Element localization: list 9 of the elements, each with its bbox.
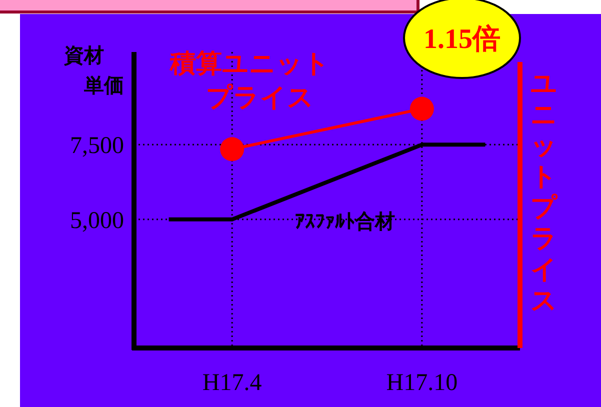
x-tick-label: H17.4 — [202, 370, 262, 396]
y-tick-label: 5,000 — [70, 208, 124, 234]
annotation: 1.15倍 — [424, 23, 500, 55]
y-tick-label: 7,500 — [70, 133, 124, 160]
series-label: 積算ユニットプライス — [169, 49, 330, 113]
series-label: ｱｽﾌｧﾙﾄ合材 — [295, 209, 395, 233]
y2-axis-title: ユニットプライス — [530, 69, 558, 316]
y-axis-title: 資材単価 — [63, 43, 124, 97]
x-tick-label: H17.10 — [386, 370, 458, 396]
